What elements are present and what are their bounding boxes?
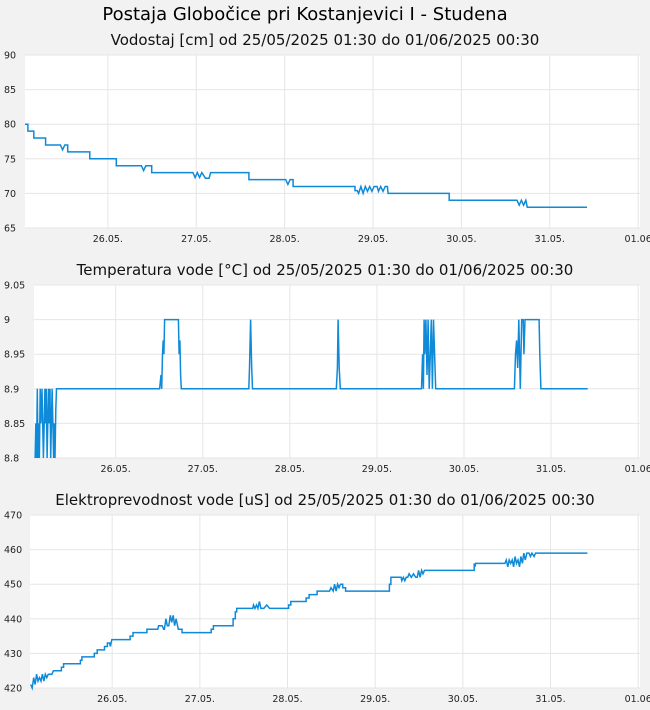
elektroprevodnost-x-tick-label: 26.05.: [97, 694, 127, 705]
elektroprevodnost-series-line: [30, 551, 588, 691]
elektroprevodnost-chart-title: Elektroprevodnost vode [uS] od 25/05/202…: [55, 491, 594, 509]
vodostaj-x-tick-label: 30.05.: [446, 234, 476, 245]
elektroprevodnost-x-tick-label: 01.06: [625, 694, 650, 705]
temperatura-x-tick-label: 29.05.: [362, 464, 392, 475]
temperatura-y-tick-label: 9: [4, 315, 10, 326]
temperatura-chart-title: Temperatura vode [°C] od 25/05/2025 01:3…: [76, 261, 574, 279]
vodostaj-series-line: [25, 123, 587, 208]
temperatura-x-tick-label: 28.05.: [275, 464, 305, 475]
elektroprevodnost-x-tick-label: 31.05.: [535, 694, 565, 705]
vodostaj-y-tick-label: 85: [4, 85, 16, 96]
elektroprevodnost-y-tick-label: 430: [4, 649, 22, 660]
temperatura-x-tick-label: 27.05.: [188, 464, 218, 475]
elektroprevodnost-y-tick-label: 440: [4, 614, 22, 625]
vodostaj-y-tick-label: 65: [4, 224, 16, 235]
temperatura-x-tick-label: 31.05.: [536, 464, 566, 475]
vodostaj-y-tick-label: 75: [4, 154, 16, 165]
temperatura-x-tick-label: 01.06: [625, 464, 650, 475]
temperatura-y-tick-label: 8.8: [4, 454, 19, 465]
vodostaj-y-tick-label: 70: [4, 189, 16, 200]
elektroprevodnost-plot-area: [30, 515, 640, 688]
vodostaj-x-tick-label: 27.05.: [181, 234, 211, 245]
elektroprevodnost-x-tick-label: 30.05.: [448, 694, 478, 705]
vodostaj-x-tick-label: 01.06: [625, 234, 650, 245]
vodostaj-y-tick-label: 90: [4, 51, 16, 62]
elektroprevodnost-x-tick-label: 29.05.: [360, 694, 390, 705]
temperatura-y-tick-label: 8.9: [4, 384, 19, 395]
elektroprevodnost-y-tick-label: 460: [4, 545, 22, 556]
temperatura-y-tick-label: 8.85: [4, 419, 25, 430]
elektroprevodnost-x-tick-label: 28.05.: [272, 694, 302, 705]
temperatura-y-tick-label: 9.05: [4, 281, 25, 292]
temperatura-x-tick-label: 26.05.: [101, 464, 131, 475]
vodostaj-x-tick-label: 31.05.: [535, 234, 565, 245]
elektroprevodnost-x-tick-label: 27.05.: [185, 694, 215, 705]
temperatura-series-line: [34, 318, 588, 459]
elektroprevodnost-y-tick-label: 470: [4, 511, 22, 522]
vodostaj-x-tick-label: 29.05.: [358, 234, 388, 245]
elektroprevodnost-y-tick-label: 450: [4, 580, 22, 591]
temperatura-y-tick-label: 8.95: [4, 350, 25, 361]
vodostaj-y-tick-label: 80: [4, 120, 16, 131]
vodostaj-chart-title: Vodostaj [cm] od 25/05/2025 01:30 do 01/…: [111, 31, 540, 49]
temperatura-x-tick-label: 30.05.: [449, 464, 479, 475]
elektroprevodnost-y-tick-label: 420: [4, 684, 22, 695]
vodostaj-x-tick-label: 26.05.: [93, 234, 123, 245]
vodostaj-x-tick-label: 28.05.: [270, 234, 300, 245]
vodostaj-plot-area: [25, 55, 640, 228]
page-title: Postaja Globočice pri Kostanjevici I - S…: [102, 4, 508, 25]
